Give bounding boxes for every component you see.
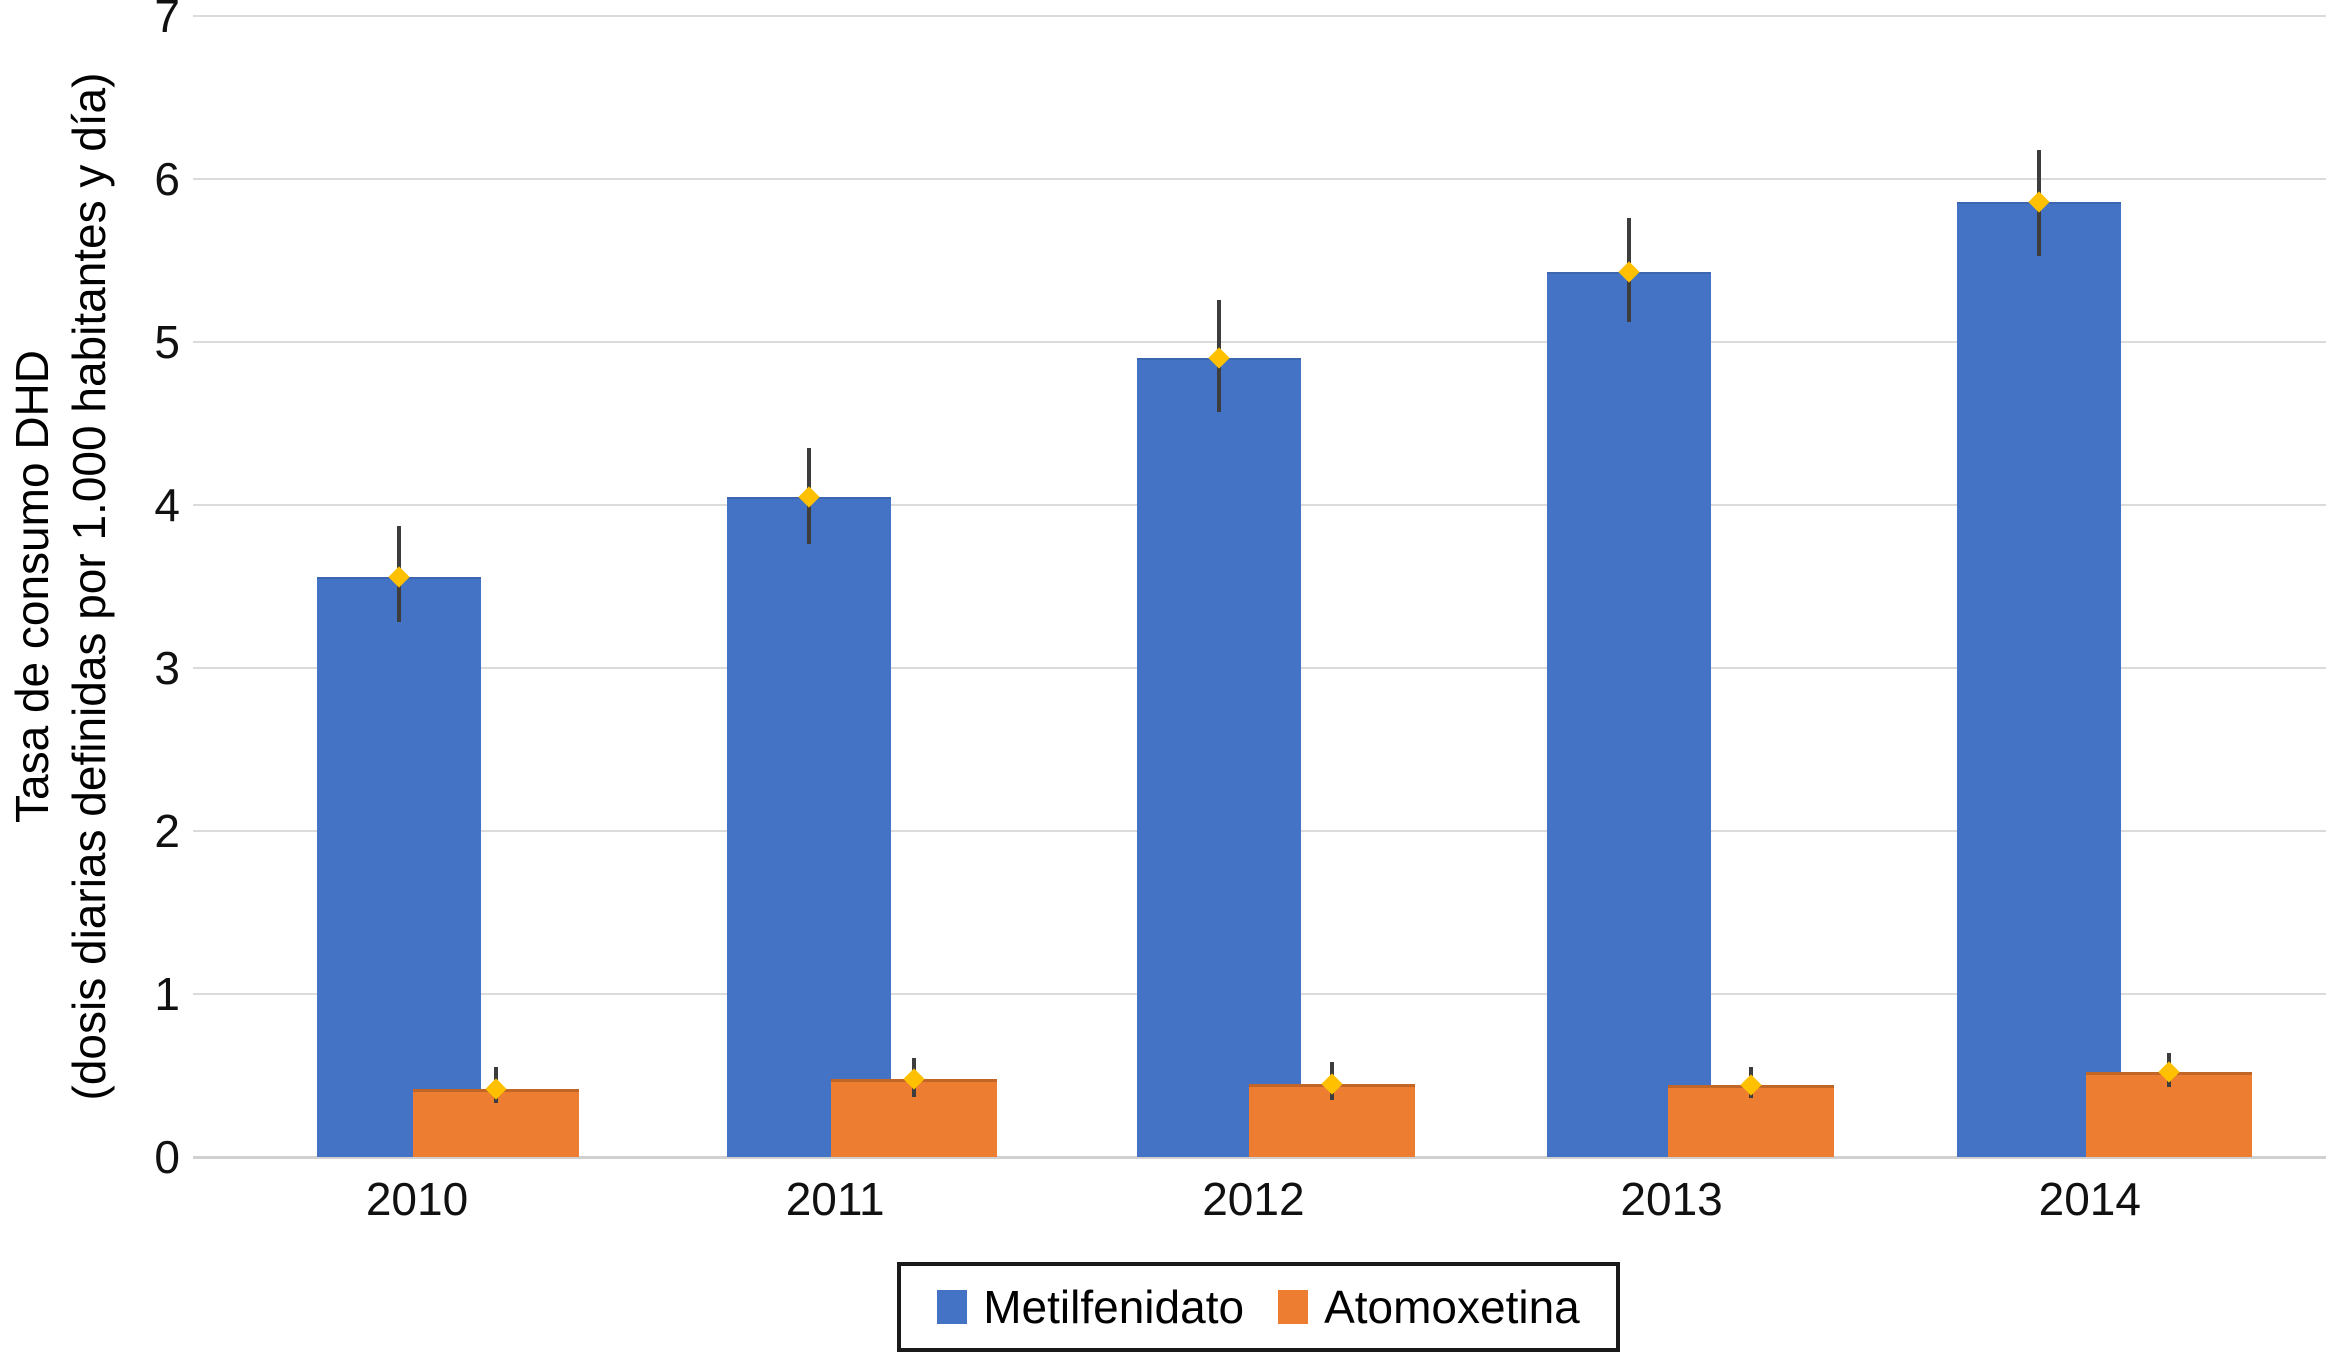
y-tick-label-0: 0 <box>154 1131 180 1183</box>
legend-swatch-atomoxetina <box>1278 1290 1309 1324</box>
y-tick-label-6: 6 <box>154 153 180 205</box>
legend-item-atomoxetina: Atomoxetina <box>1278 1280 1580 1334</box>
x-tick-label-2011: 2011 <box>785 1173 885 1225</box>
bar-metilfenidato-2011 <box>727 496 891 1157</box>
y-tick-label-3: 3 <box>154 642 180 694</box>
bar-metilfenidato-2012 <box>1137 358 1301 1157</box>
bar-metilfenidato-2013 <box>1547 271 1711 1157</box>
y-tick-label-4: 4 <box>154 479 180 531</box>
y-axis-title-line1: Tasa de consumo DHD <box>6 350 58 823</box>
bar-metilfenidato-2014 <box>1957 201 2121 1157</box>
bar-metilfenidato-2010 <box>317 576 481 1157</box>
gridline-y0 <box>193 1156 2326 1159</box>
gridline-y7 <box>193 15 2326 17</box>
gridline-y6 <box>193 178 2326 180</box>
x-tick-label-2012: 2012 <box>1202 1173 1305 1225</box>
y-tick-label-5: 5 <box>154 316 180 368</box>
legend: Metilfenidato Atomoxetina <box>897 1262 1620 1352</box>
legend-swatch-metilfenidato <box>937 1290 968 1324</box>
y-tick-label-2: 2 <box>154 805 180 857</box>
legend-label-atomoxetina: Atomoxetina <box>1324 1281 1580 1333</box>
legend-item-metilfenidato: Metilfenidato <box>937 1280 1244 1334</box>
y-tick-label-7: 7 <box>154 0 180 42</box>
x-tick-label-2010: 2010 <box>365 1173 469 1225</box>
y-tick-label-1: 1 <box>154 968 180 1020</box>
x-tick-label-2013: 2013 <box>1620 1173 1723 1225</box>
gridline-y5 <box>193 341 2326 343</box>
legend-label-metilfenidato: Metilfenidato <box>983 1281 1245 1333</box>
x-tick-label-2014: 2014 <box>2038 1173 2141 1225</box>
